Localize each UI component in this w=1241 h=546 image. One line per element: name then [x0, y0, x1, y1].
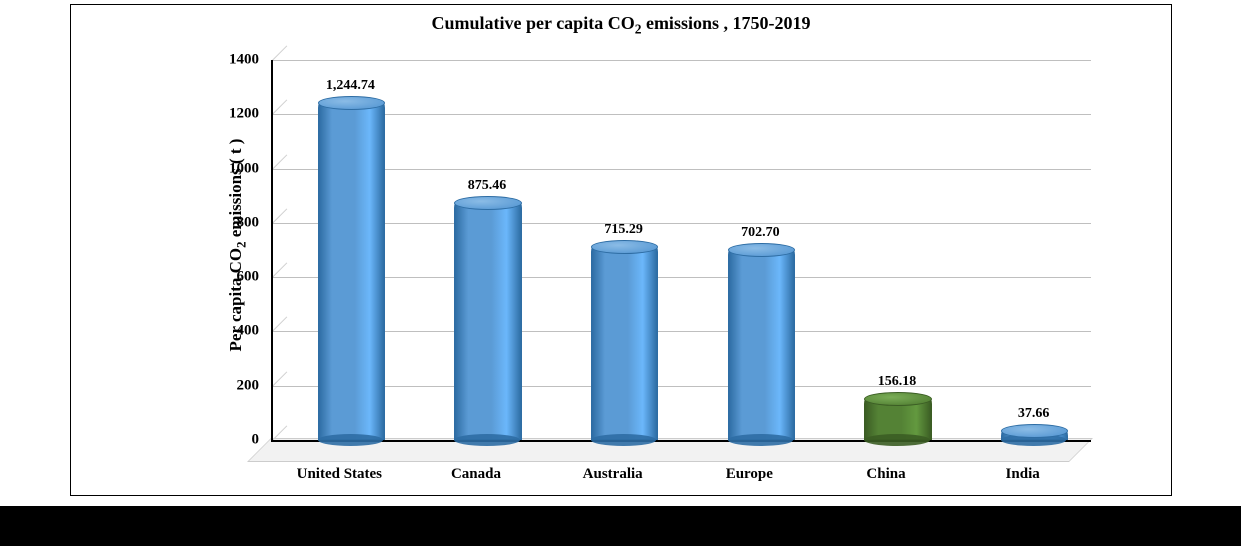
y-tick-label: 1400 — [209, 52, 259, 69]
bar-top-cap — [591, 240, 659, 254]
x-axis-line — [271, 440, 1091, 442]
gridline — [271, 386, 1091, 387]
page-root: Cumulative per capita CO2 emissions , 17… — [0, 0, 1241, 546]
bar-value-label: 37.66 — [954, 406, 1114, 422]
x-category-label: Australia — [544, 466, 681, 483]
bar-top-cap — [864, 392, 932, 406]
chart-frame: Cumulative per capita CO2 emissions , 17… — [70, 4, 1172, 496]
x-category-label: United States — [271, 466, 408, 483]
y-tick-label: 200 — [209, 377, 259, 394]
bar-top-cap — [1001, 424, 1069, 438]
gridline — [271, 331, 1091, 332]
bar-value-label: 1,244.74 — [270, 78, 430, 94]
gridline — [271, 169, 1091, 170]
bar-base-cap — [591, 434, 657, 446]
bar — [864, 398, 930, 440]
bar-base-cap — [728, 434, 794, 446]
x-category-label: India — [954, 466, 1091, 483]
bar-base-cap — [454, 434, 520, 446]
bar — [1001, 430, 1067, 440]
bar-base-cap — [864, 434, 930, 446]
bar-body — [591, 244, 659, 440]
y-tick-label: 0 — [209, 432, 259, 449]
y-tick-label: 600 — [209, 269, 259, 286]
x-category-label: Canada — [408, 466, 545, 483]
y-tick-label: 800 — [209, 214, 259, 231]
y-tick-label: 400 — [209, 323, 259, 340]
bar — [591, 246, 657, 440]
x-category-label: China — [818, 466, 955, 483]
y-tick-label: 1000 — [209, 160, 259, 177]
bar-value-label: 875.46 — [407, 178, 567, 194]
chart-title: Cumulative per capita CO2 emissions , 17… — [71, 13, 1171, 38]
bar-value-label: 156.18 — [817, 374, 977, 390]
bar — [318, 102, 384, 440]
bar — [728, 249, 794, 440]
x-category-label: Europe — [681, 466, 818, 483]
gridline — [271, 277, 1091, 278]
bar-body — [454, 200, 522, 440]
bar-value-label: 702.70 — [680, 225, 840, 241]
bar-body — [318, 100, 386, 440]
gridline — [271, 114, 1091, 115]
bar — [454, 202, 520, 440]
y-tick-label: 1200 — [209, 106, 259, 123]
bottom-black-bar — [0, 506, 1241, 546]
bar-body — [728, 247, 796, 440]
gridline — [271, 223, 1091, 224]
gridline — [271, 60, 1091, 61]
bar-base-cap — [318, 434, 384, 446]
y-axis-line — [271, 60, 273, 440]
